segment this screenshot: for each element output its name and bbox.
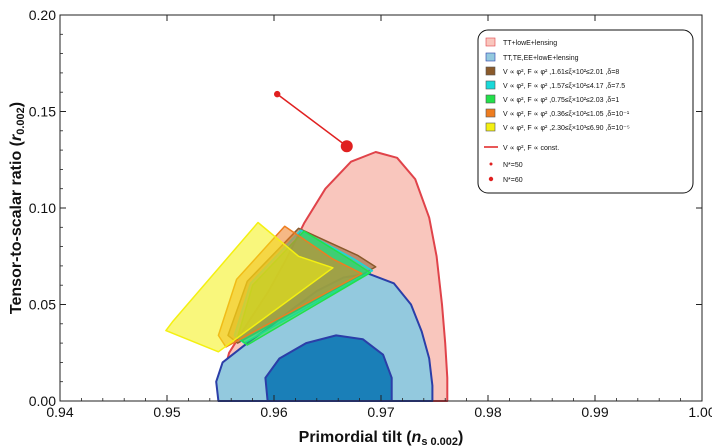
legend-label-8: N*=50 [503,162,523,169]
legend-label-0: TT+lowE+lensing [503,40,557,47]
attractor-line [276,93,348,147]
attractor-point-n60 [340,140,353,153]
legend-label-6: V ∝ φ², F ∝ φ² ,2.30≤ξ×10³≤6.90 ,δ=10⁻⁵ [503,125,630,132]
x-tick-label-4: 0.98 [474,404,501,420]
legend: TT+lowE+lensing TT,TE,EE+lowE+lensing V ∝ … [477,29,694,194]
y-tick-label-2: 0.10 [29,200,56,216]
legend-label-4: V ∝ φ², F ∝ φ² ,0.75≤ξ×10²≤2.03 ,δ=1 [503,97,619,104]
x-tick-label-5: 0.99 [581,404,608,420]
x-axis-title-subscript: s 0.002 [421,436,458,448]
y-tick-label-4: 0.20 [29,7,56,23]
x-axis-title-main: Primordial tilt ( [299,429,413,446]
attractor-point-n50 [274,90,281,98]
model-band-4 [165,221,334,353]
y-tick-label-1: 0.05 [29,297,56,313]
x-axis-title-close: ) [458,429,463,446]
legend-frame [477,29,694,194]
legend-swatch-0 [485,37,496,47]
legend-swatch-4 [485,94,496,104]
y-axis-title-subscript: 0.002 [15,107,27,135]
legend-swatch-6 [485,122,496,132]
legend-label-9: N*=60 [503,177,523,184]
x-tick-label-2: 0.96 [260,404,287,420]
legend-items: TT+lowE+lensing TT,TE,EE+lowE+lensing V ∝ … [484,37,630,184]
y-tick-label-3: 0.15 [29,104,56,120]
legend-label-3: V ∝ φ², F ∝ φ² ,1.57≤ξ×10²≤4.17 ,δ=7.5 [503,83,625,90]
legend-swatch-2 [485,66,496,76]
y-axis-title-symbol: r [8,134,25,141]
legend-swatch-9 [488,176,494,182]
y-axis-title-close: ) [8,102,25,107]
attractor-layer [274,90,353,153]
legend-label-7: V ∝ φ², F ∝ const. [503,145,559,152]
legend-swatch-5 [485,108,496,118]
model-layer [165,221,377,353]
x-axis-title-symbol: n [412,429,422,446]
y-axis-title: Tensor-to-scalar ratio (r0.002) [8,102,27,314]
x-tick-label-0: 0.94 [46,404,73,420]
legend-label-5: V ∝ φ², F ∝ φ² ,0.36≤ξ×10²≤1.05 ,δ=10⁻¹ [503,111,630,118]
x-tick-label-3: 0.97 [367,404,394,420]
x-tick-label-6: 1.00 [688,404,712,420]
legend-swatch-3 [485,80,496,90]
legend-swatch-8 [489,162,493,166]
y-axis-title-main: Tensor-to-scalar ratio ( [8,140,25,314]
axes-layer: 0.94 0.95 0.96 0.97 0.98 0.99 1.00 0.00 0.05 0.10… [29,7,712,420]
legend-swatch-1 [485,52,496,62]
x-tick-label-1: 0.95 [153,404,180,420]
y-tick-label-0: 0.00 [29,393,56,409]
legend-label-1: TT,TE,EE+lowE+lensing [503,55,579,62]
x-axis-title: Primordial tilt (ns 0.002) [299,429,464,448]
legend-label-2: V ∝ φ², F ∝ φ² ,1.61≤ξ×10²≤2.01 ,δ=8 [503,69,619,76]
contour-2 [264,334,393,402]
